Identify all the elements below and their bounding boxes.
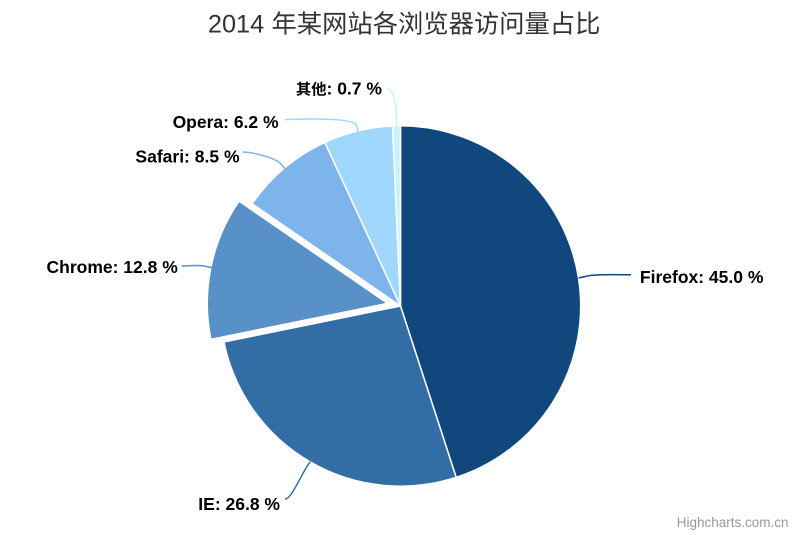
- svg-text:Safari: 8.5 %: Safari: 8.5 %: [135, 147, 240, 167]
- svg-text:Chrome: 12.8 %: Chrome: 12.8 %: [47, 257, 179, 277]
- svg-text:IE: 26.8 %: IE: 26.8 %: [198, 494, 280, 514]
- svg-text:Highcharts.com.cn: Highcharts.com.cn: [677, 515, 789, 530]
- svg-text:: 0.7 %: : 0.7 %: [327, 79, 383, 99]
- svg-text:2014: 2014: [208, 11, 264, 39]
- svg-text:Firefox: 45.0 %: Firefox: 45.0 %: [640, 267, 764, 287]
- svg-text:Opera: 6.2 %: Opera: 6.2 %: [173, 112, 279, 132]
